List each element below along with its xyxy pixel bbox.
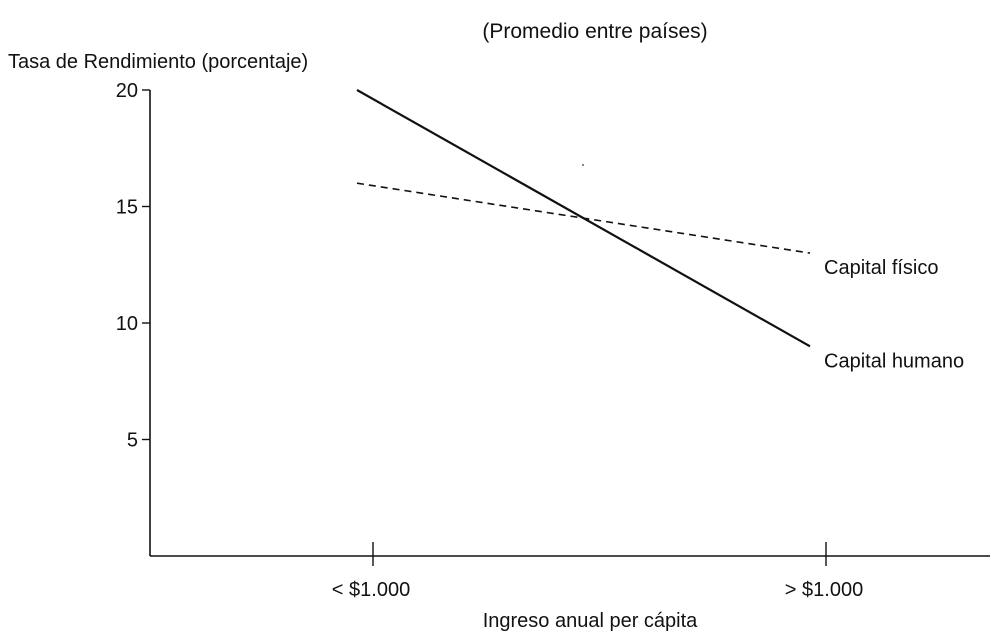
x-axis-label: Ingreso anual per cápita [483, 610, 698, 632]
scan-speck [581, 163, 585, 167]
x-tick-label-1: < $1.000 [332, 579, 410, 601]
y-axis-label: Tasa de Rendimiento (porcentaje) [8, 51, 308, 73]
x-tick-label-2: > $1.000 [785, 579, 863, 601]
series-line-2 [356, 182, 811, 254]
y-tick-label-5: 5 [127, 430, 138, 452]
axes [149, 90, 990, 557]
series-label-2: Capital físico [824, 257, 939, 279]
series-labels: Capital humano Capital físico [824, 257, 964, 372]
series-label-1: Capital humano [824, 350, 964, 372]
series-lines [356, 89, 811, 348]
y-tick-label-15: 15 [116, 197, 138, 219]
chart-subtitle: (Promedio entre países) [482, 20, 707, 43]
y-tick-label-10: 10 [116, 313, 138, 335]
axis-ticks: 5 10 15 20 < $1.000 > $1.000 [116, 80, 863, 601]
y-tick-label-20: 20 [116, 80, 138, 102]
